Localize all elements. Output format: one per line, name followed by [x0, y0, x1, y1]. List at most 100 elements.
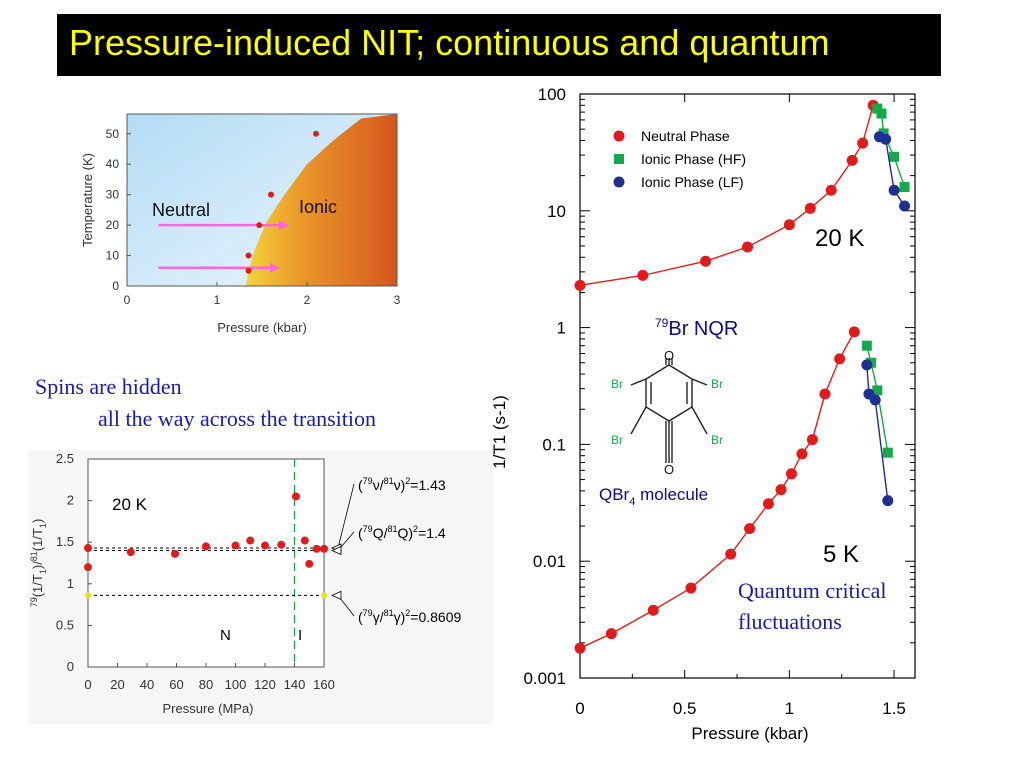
t1-point — [848, 326, 860, 338]
phase-xtick-label: 1 — [214, 293, 221, 307]
ratio-point — [84, 563, 92, 572]
t1-series-line — [579, 105, 874, 287]
ratio-point — [305, 559, 314, 568]
t1-point — [899, 181, 910, 192]
ratio-callout-leader — [337, 483, 355, 549]
t1-point — [880, 133, 892, 145]
t1-ytick-label: 0.01 — [533, 552, 566, 571]
ratio-xtick-label: 100 — [225, 677, 247, 692]
ionic-region — [245, 114, 397, 286]
t1-annotation-molecule: QBr4 molecule — [599, 485, 708, 508]
ratio-point — [320, 544, 328, 553]
ratio-point — [261, 541, 269, 550]
t1-point — [825, 184, 837, 196]
t1-point — [888, 184, 900, 196]
ratio-xtick-label: 120 — [254, 677, 276, 692]
t1-point — [647, 604, 659, 616]
molecule-atom-br-bl: Br — [611, 433, 623, 447]
ratio-ytick-label: 1 — [67, 576, 74, 591]
ratio-point — [171, 549, 180, 558]
ratio-xlabel: Pressure (MPa) — [162, 701, 253, 716]
title-bar: Pressure-induced NIT; continuous and qua… — [57, 14, 941, 76]
ratio-xtick-label: 20 — [110, 677, 124, 692]
ratio-xtick-label: 140 — [284, 677, 306, 692]
t1-legend: Neutral Phase Ionic Phase (HF) Ionic Phase… — [613, 128, 746, 190]
t1-point — [785, 468, 797, 480]
t1-legend-marker — [613, 176, 625, 188]
t1-point — [882, 447, 893, 458]
ratio-annotation-n: N — [220, 627, 231, 644]
phase-points — [245, 130, 319, 274]
t1-point — [574, 279, 586, 291]
phase-xtick-label: 2 — [304, 293, 311, 307]
phase-boundary-point — [256, 222, 263, 229]
ratio-point — [277, 540, 286, 549]
phase-ytick-label: 40 — [106, 157, 120, 171]
t1-point — [869, 394, 881, 406]
t1-xtick-label: 1 — [785, 699, 794, 718]
t1-annotation-nqr: 79Br NQR — [655, 316, 738, 340]
plot-frame — [87, 458, 325, 668]
t1-series — [574, 99, 911, 654]
phase-ytick-label: 30 — [106, 188, 120, 202]
ratio-callout-arrowhead — [331, 545, 342, 556]
t1-legend-marker — [613, 130, 625, 142]
ratio-point — [312, 544, 321, 553]
qbr4-molecule-drawing — [630, 358, 708, 463]
ratio-xtick-label: 60 — [169, 677, 183, 692]
t1-annotation-5k: 5 K — [823, 541, 859, 568]
t1-point — [725, 548, 737, 560]
phase-xtick-label: 3 — [394, 293, 401, 307]
t1-point — [872, 385, 883, 396]
plot-frame — [126, 113, 398, 287]
ratio-ytick-label: 0 — [67, 659, 74, 674]
t1-point — [783, 219, 795, 231]
ratio-point — [300, 536, 309, 545]
t1-legend-label: Neutral Phase — [641, 128, 730, 144]
t1-point — [819, 388, 831, 400]
t1-point — [899, 200, 911, 212]
t1-point — [889, 151, 900, 162]
nqr-label: Br NQR — [668, 318, 738, 340]
t1-point — [605, 628, 617, 640]
t1-ytick-label: 1 — [557, 319, 566, 338]
ratio-callout-arrowhead — [331, 590, 342, 600]
ratio-point — [231, 541, 240, 550]
note-qc-line1: Quantum critical — [738, 578, 887, 603]
phase-boundary-point — [268, 191, 274, 198]
t1-point — [861, 340, 872, 351]
ratio-points — [84, 492, 328, 572]
t1-point — [804, 202, 816, 214]
phase-boundary-point — [245, 267, 252, 274]
t1-point — [685, 582, 697, 594]
t1-series-line — [866, 345, 889, 453]
ratio-ytick-label: 2 — [67, 493, 74, 508]
note-qc-line2: fluctuations — [738, 609, 842, 634]
molecule-atom-br-tl: Br — [611, 377, 623, 391]
phase-boundary-point — [313, 130, 319, 137]
t1-ticks: 0 0.5 1 1.5 0.001 0.01 0.1 1 10 100 — [523, 85, 915, 718]
t1-series-line — [879, 136, 906, 207]
t1-point — [846, 154, 858, 166]
ratio-annotation-20k: 20 K — [112, 495, 148, 514]
ratio-point — [291, 492, 300, 501]
t1-point — [796, 448, 808, 460]
ratio-xtick-label: 40 — [140, 677, 154, 692]
ratio-xtick-label: 160 — [313, 677, 335, 692]
t1-annotation-20k: 20 K — [815, 225, 864, 252]
ratio-xtick-label: 0 — [84, 677, 91, 692]
t1-point — [762, 498, 774, 510]
ratio-ylabel: 79(1/T1)/81(1/T1) — [29, 519, 48, 608]
ratio-reference-marker — [85, 592, 91, 599]
ratio-reference-marker — [321, 592, 327, 599]
ratio-point — [202, 542, 210, 551]
ratio-callouts: (79ν/81ν)2=1.43 (79Q/81Q)2=1.4 (79γ/81γ)2=… — [331, 476, 461, 625]
phase-ytick-label: 20 — [106, 218, 120, 232]
t1-point — [882, 495, 894, 507]
molecule-atom-o-top: O — [664, 348, 674, 363]
t1-ytick-label: 0.001 — [523, 669, 566, 688]
page-title: Pressure-induced NIT; continuous and qua… — [69, 22, 830, 63]
ratio-callout-label: (79γ/81γ)2=0.8609 — [358, 608, 461, 625]
region-label-neutral: Neutral — [152, 200, 210, 220]
